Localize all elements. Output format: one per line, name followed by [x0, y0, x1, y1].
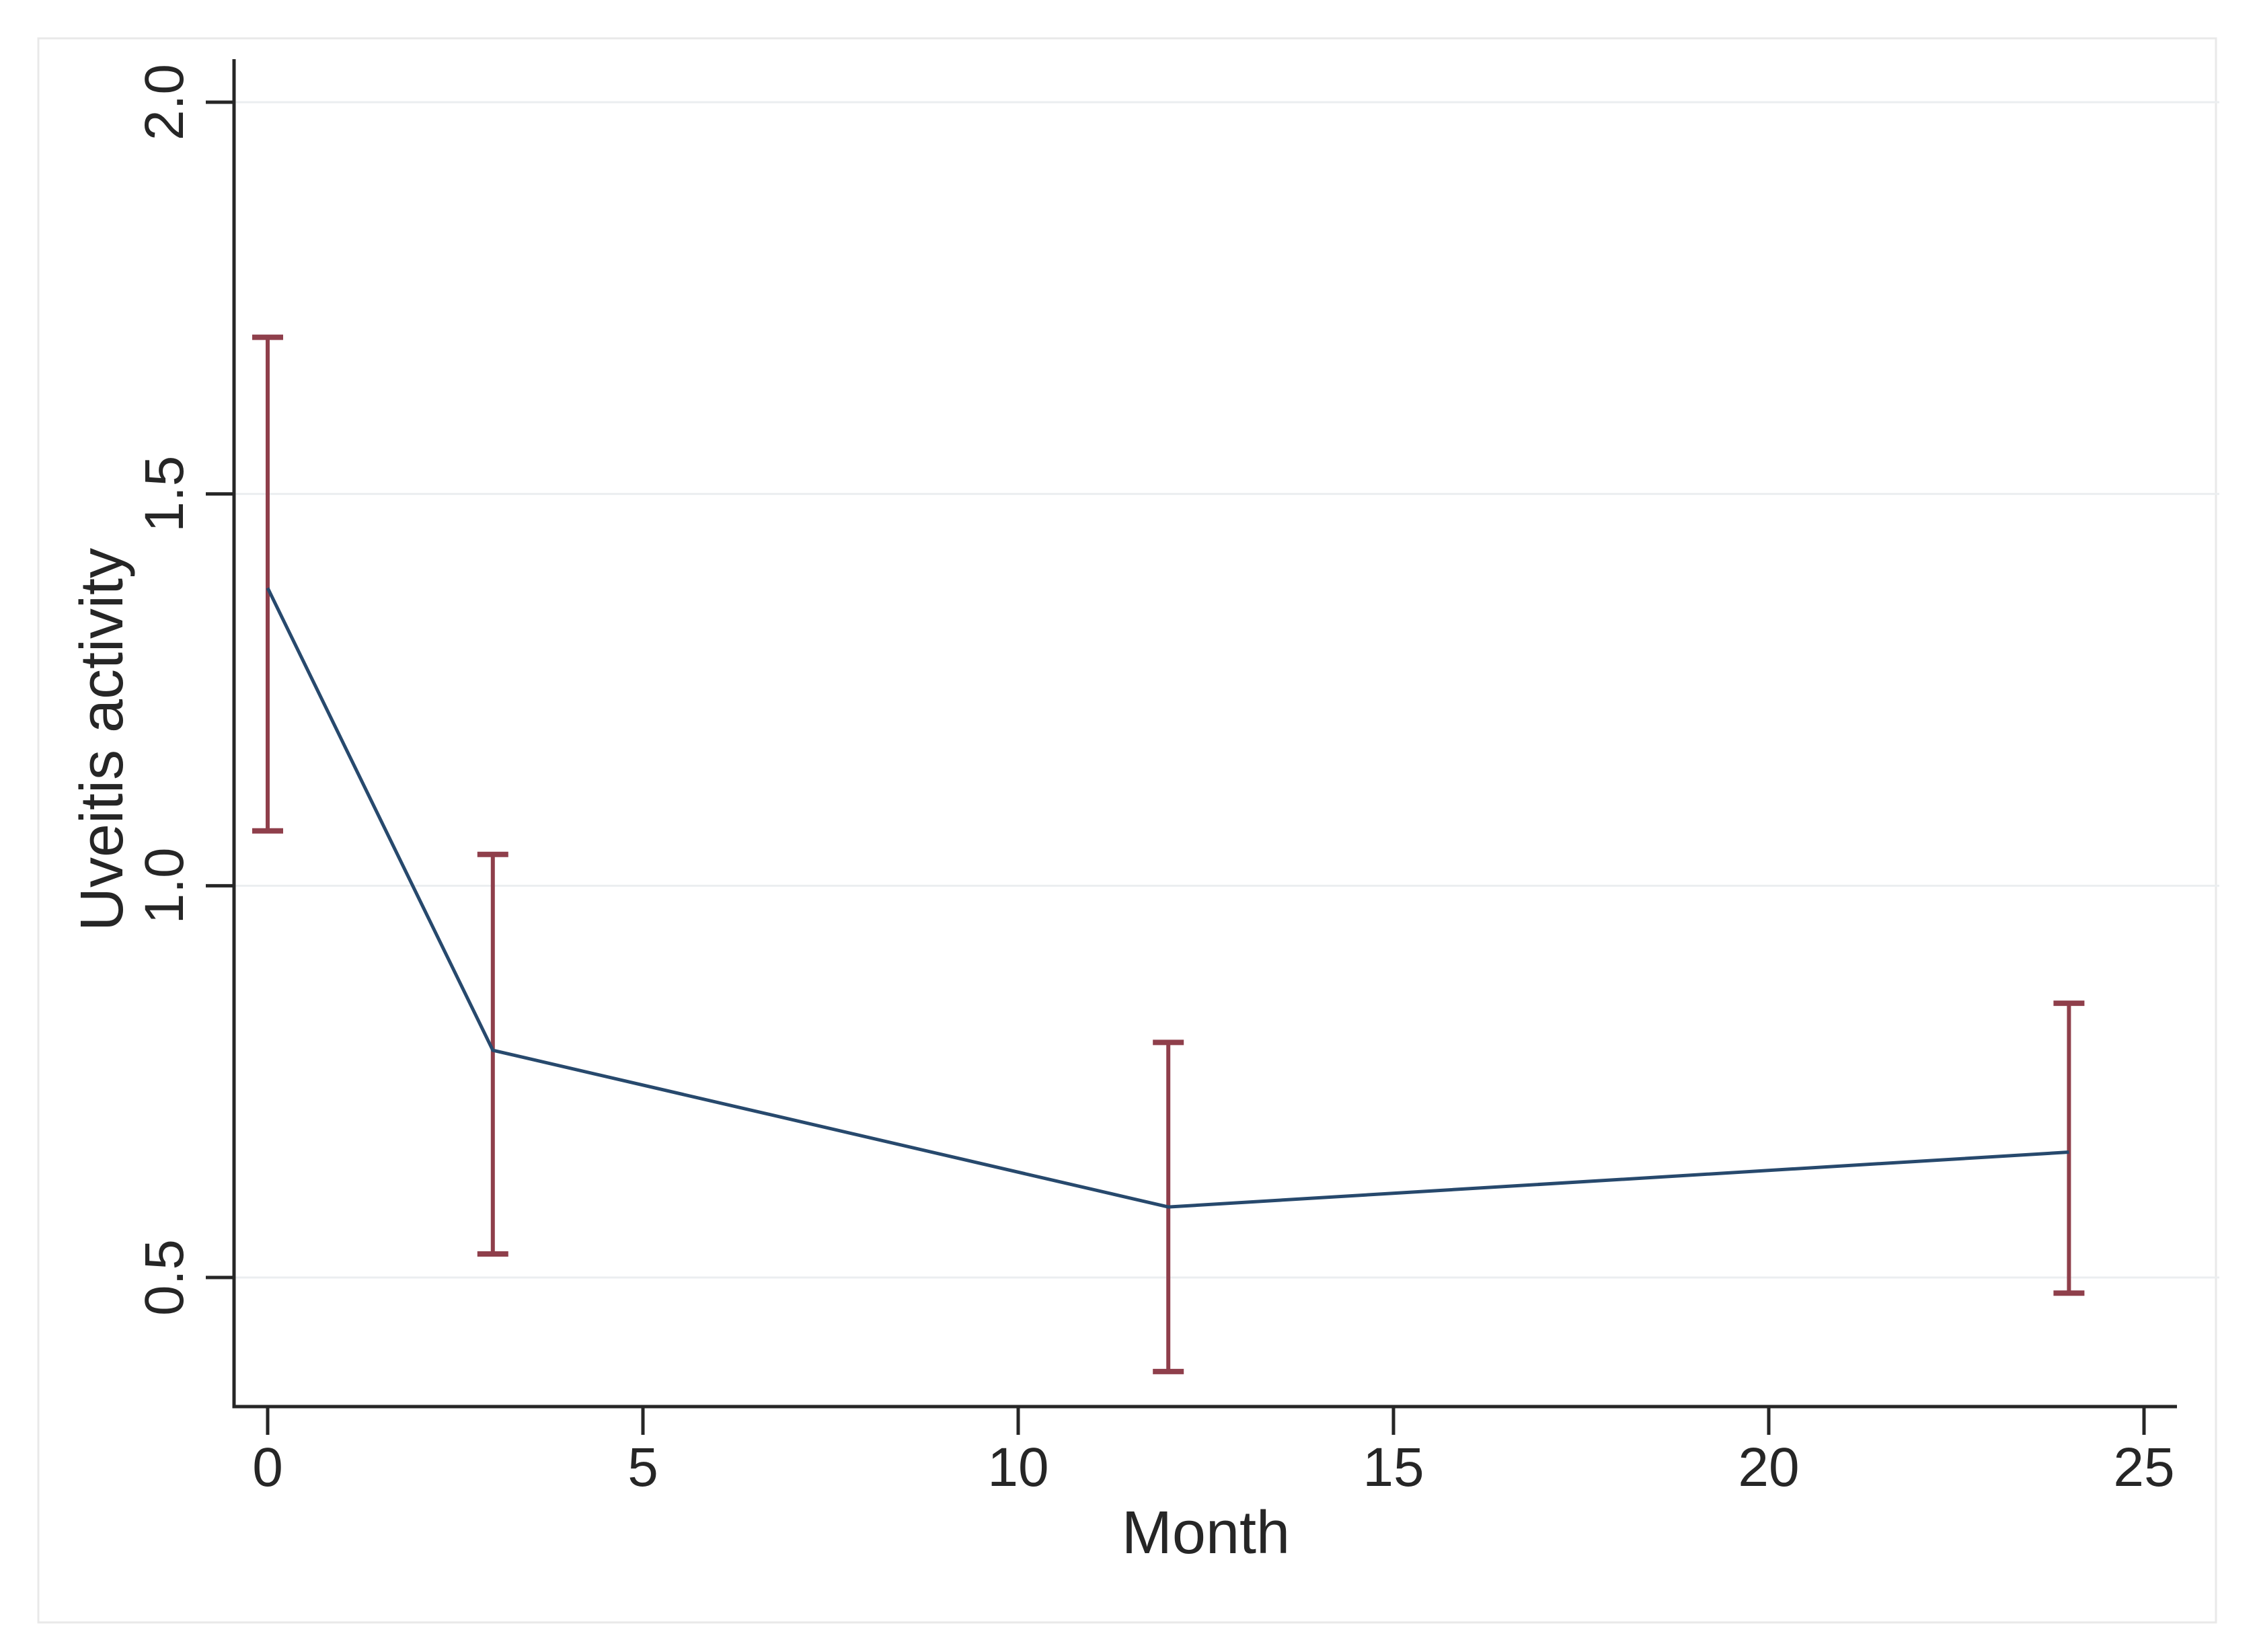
y-tick-label: 0.5	[134, 1239, 195, 1316]
x-axis-title: Month	[1122, 1499, 1290, 1567]
axes	[206, 59, 2177, 1435]
gridlines	[234, 101, 2219, 1279]
x-tick-label: 0	[252, 1437, 283, 1498]
error-bars	[252, 334, 2085, 1374]
y-tick-label: 2.0	[134, 64, 195, 141]
x-tick-label: 10	[987, 1437, 1048, 1498]
x-tick-label: 15	[1363, 1437, 1424, 1498]
y-axis-tick-labels: 0.5 1.0 1.5 2.0	[134, 64, 195, 1316]
x-tick-label: 20	[1738, 1437, 1799, 1498]
y-axis-title: Uveitis activity	[69, 548, 136, 931]
x-tick-label: 25	[2113, 1437, 2174, 1498]
error-bar	[252, 334, 283, 834]
series-line	[266, 587, 2069, 1209]
figure-border	[37, 37, 2217, 1624]
y-tick-label: 1.5	[134, 456, 195, 533]
x-tick-label: 5	[627, 1437, 658, 1498]
x-axis-tick-labels: 0 5 10 15 20 25	[252, 1437, 2174, 1498]
y-tick-label: 1.0	[134, 847, 195, 924]
error-bar	[2053, 1000, 2085, 1296]
error-bar	[477, 851, 508, 1257]
